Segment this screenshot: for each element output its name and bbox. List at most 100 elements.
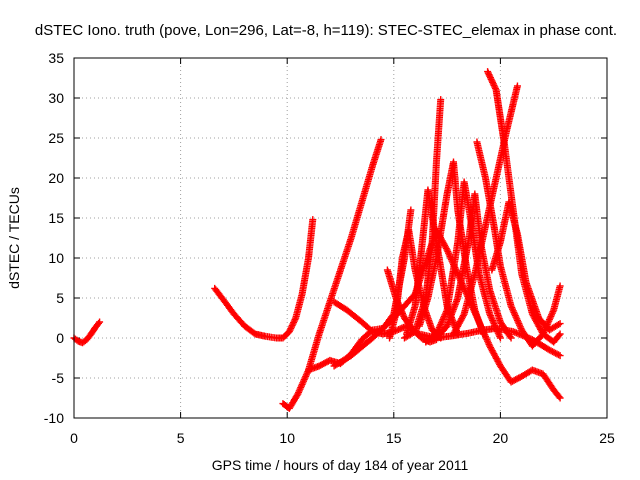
data-point [491, 83, 499, 91]
data-point [516, 323, 524, 331]
data-point [297, 382, 305, 390]
data-point [545, 317, 553, 325]
data-point [510, 376, 518, 384]
data-point [489, 80, 497, 88]
data-point [487, 313, 495, 321]
data-point [555, 321, 563, 329]
y-tick-label: 5 [56, 290, 64, 306]
data-point [291, 316, 299, 324]
data-point [489, 316, 497, 324]
data-point [315, 362, 323, 370]
data-point [299, 379, 307, 387]
x-tick-label: 0 [70, 430, 78, 446]
x-tick-label: 5 [177, 430, 185, 446]
series-14 [449, 82, 521, 338]
y-tick-label: 0 [56, 330, 64, 346]
data-point [437, 319, 445, 327]
x-axis-label: GPS time / hours of day 184 of year 2011 [212, 457, 469, 473]
data-point [555, 393, 563, 401]
data-point [507, 334, 515, 342]
data-point [556, 282, 564, 290]
data-point [515, 374, 523, 382]
y-tick-label: -5 [52, 370, 65, 386]
data-point [513, 315, 521, 323]
data-point [496, 334, 504, 342]
data-point [546, 314, 554, 322]
data-point [437, 96, 445, 104]
data-point [486, 72, 494, 80]
data-point [495, 331, 503, 339]
data-point [508, 305, 516, 313]
data-point [460, 284, 468, 292]
data-point [556, 320, 564, 328]
data-point [547, 347, 555, 355]
chart-title: dSTEC Iono. truth (pove, Lon=296, Lat=-8… [35, 22, 617, 39]
data-point [484, 337, 492, 345]
data-point [407, 206, 415, 214]
data-point [556, 330, 564, 338]
data-point [507, 302, 515, 310]
data-point [484, 69, 492, 77]
data-point [300, 376, 308, 384]
data-point [317, 361, 325, 369]
data-point [490, 320, 498, 328]
series-13 [432, 190, 515, 342]
y-tick-label: 25 [48, 130, 64, 146]
data-point [323, 358, 331, 366]
data-point [513, 316, 521, 324]
data-point [513, 375, 521, 383]
data-point [494, 328, 502, 336]
data-point [555, 331, 563, 339]
data-point [300, 377, 308, 385]
data-point [95, 319, 103, 327]
data-point [513, 82, 521, 90]
data-point [493, 326, 501, 334]
y-tick-label: -10 [44, 410, 64, 426]
data-point [545, 316, 553, 324]
data-point [507, 378, 515, 386]
data-point [442, 308, 450, 316]
y-tick-label: 30 [48, 90, 64, 106]
data-point [487, 75, 495, 83]
data-point [483, 336, 491, 344]
data-point [438, 317, 446, 325]
data-point [548, 348, 556, 356]
y-tick-label: 20 [48, 170, 64, 186]
data-point [486, 312, 494, 320]
data-point [486, 74, 494, 82]
series-17 [488, 198, 564, 334]
data-point [302, 371, 310, 379]
x-tick-label: 25 [599, 430, 615, 446]
data-point [459, 312, 467, 320]
x-tick-label: 20 [493, 430, 509, 446]
data-point [321, 359, 329, 367]
data-point [511, 310, 519, 318]
data-point [435, 324, 443, 332]
data-point [303, 369, 311, 377]
data-point [515, 320, 523, 328]
data-point [489, 78, 497, 86]
data-point [486, 310, 494, 318]
data-point [491, 84, 499, 92]
data-point [506, 333, 514, 341]
y-axis-label: dSTEC / TECUs [6, 187, 22, 289]
data-point [547, 312, 555, 320]
data-point [514, 318, 522, 326]
data-point [488, 77, 496, 85]
data-point [445, 249, 453, 257]
data-point [436, 322, 444, 330]
data-point [442, 244, 450, 252]
data-point [293, 391, 301, 399]
data-point [556, 394, 564, 402]
y-tick-label: 10 [48, 250, 64, 266]
data-point [442, 309, 450, 317]
data-point [294, 390, 302, 398]
data-point [489, 318, 497, 326]
data-point [298, 380, 306, 388]
series-2 [211, 216, 317, 342]
data-point [440, 314, 448, 322]
data-point [318, 360, 326, 368]
data-point [491, 323, 499, 331]
series-1 [70, 318, 104, 347]
